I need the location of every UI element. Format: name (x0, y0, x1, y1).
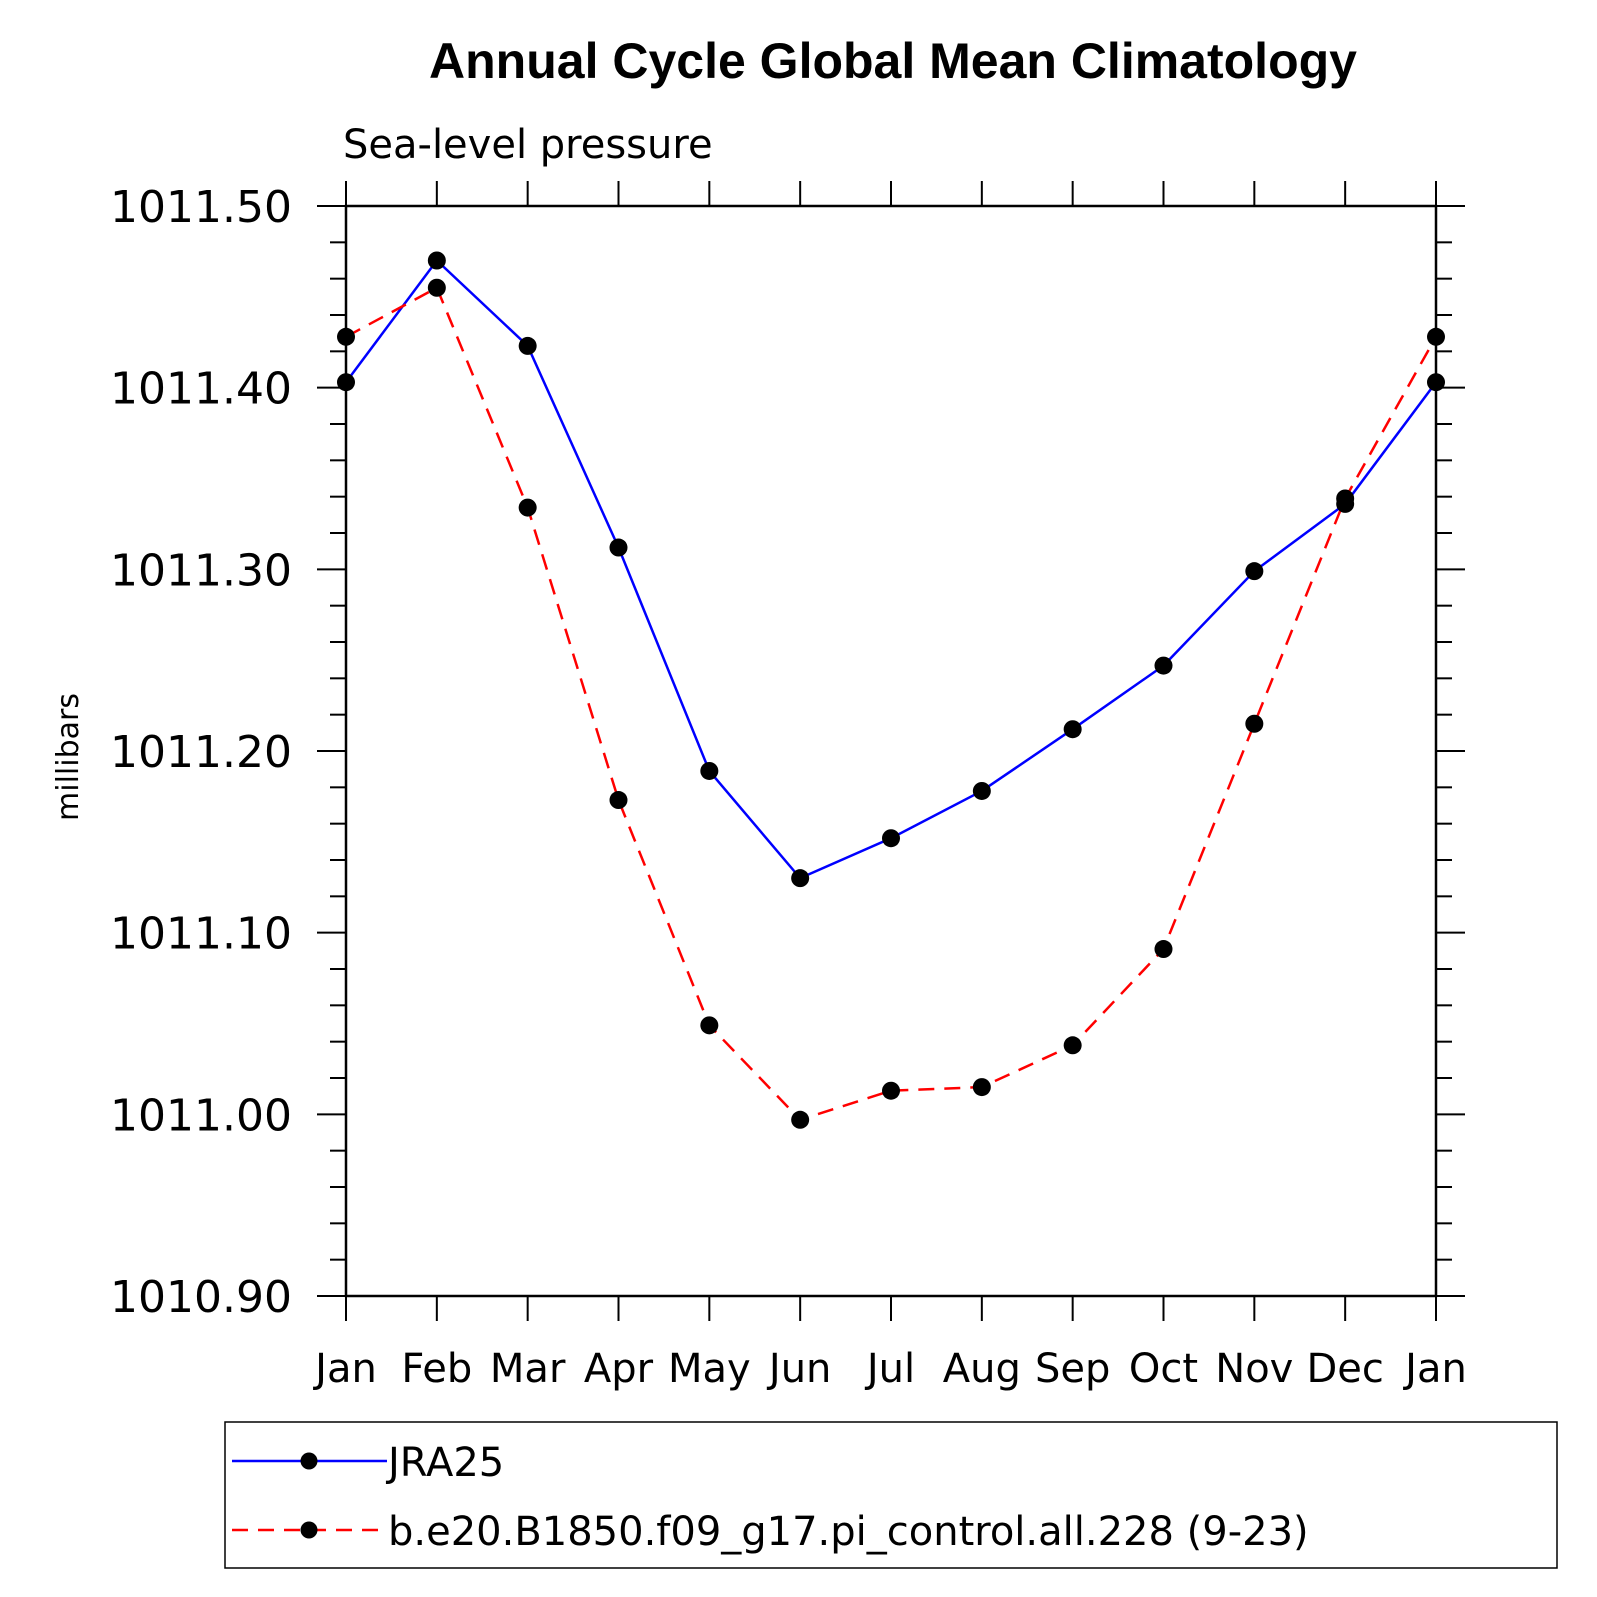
legend-marker-control (300, 1521, 318, 1539)
y-tick-label: 1011.00 (110, 1090, 292, 1141)
data-point-1 (1154, 940, 1173, 959)
data-point-0 (427, 251, 446, 270)
x-tick-label: Sep (1035, 1346, 1110, 1392)
x-tick-label: Dec (1306, 1346, 1383, 1392)
data-point-0 (972, 781, 991, 800)
x-tick-label: Jun (766, 1346, 832, 1392)
data-point-0 (1427, 373, 1445, 392)
data-point-1 (1336, 489, 1355, 508)
data-point-1 (882, 1081, 900, 1100)
legend-label-control: b.e20.B1850.f09_g17.pi_control.all.228 (… (388, 1509, 1309, 1555)
data-point-1 (972, 1078, 991, 1097)
data-point-1 (1245, 714, 1264, 733)
series-line-1 (345, 285, 1438, 1122)
x-tick-label: May (668, 1346, 751, 1392)
legend: JRA25 b.e20.B1850.f09_g17.pi_control.all… (224, 1421, 1558, 1569)
x-ticks (345, 181, 1437, 1321)
data-point-1 (1427, 327, 1445, 346)
data-point-0 (518, 336, 537, 355)
series-lines (344, 258, 1438, 1122)
y-axis-label: millibars (51, 693, 86, 821)
x-tick-label: Mar (490, 1346, 566, 1392)
legend-label-jra25: JRA25 (385, 1440, 504, 1486)
y-tick-label: 1011.10 (110, 909, 292, 960)
chart-title: Annual Cycle Global Mean Climatology (429, 33, 1357, 89)
plot-frame (344, 204, 1438, 1298)
data-point-0 (1245, 562, 1264, 581)
data-point-0 (1063, 720, 1082, 739)
y-tick-label: 1011.30 (110, 545, 292, 596)
x-tick-label: Jul (864, 1346, 915, 1392)
y-ticks (317, 205, 1465, 1297)
x-tick-label: Nov (1215, 1346, 1293, 1392)
data-point-1 (1063, 1036, 1082, 1055)
data-point-1 (791, 1110, 810, 1129)
series-points (337, 251, 1445, 1129)
x-tick-label: Jan (1402, 1346, 1467, 1392)
data-point-0 (700, 761, 719, 780)
data-point-1 (609, 791, 628, 810)
legend-marker-jra25 (300, 1452, 318, 1470)
data-point-1 (518, 498, 537, 517)
x-tick-label: Apr (584, 1346, 654, 1392)
chart-subtitle: Sea-level pressure (343, 122, 713, 168)
data-point-1 (700, 1016, 719, 1035)
data-point-1 (337, 327, 355, 346)
data-point-1 (427, 278, 446, 297)
x-tick-label: Feb (401, 1346, 472, 1392)
data-point-0 (1154, 656, 1173, 675)
x-tick-label: Aug (943, 1346, 1021, 1392)
y-tick-label: 1011.20 (110, 727, 292, 778)
legend-box (224, 1421, 1558, 1569)
y-tick-labels: 1010.90 1011.00 1011.10 1011.20 1011.30 1011.… (110, 182, 292, 1323)
x-tick-label: Jan (312, 1346, 377, 1392)
data-point-0 (337, 373, 355, 392)
data-point-0 (609, 538, 628, 557)
x-tick-labels: Jan Feb Mar Apr May Jun Jul Aug Sep Oct Nov Dec Jan (312, 1346, 1467, 1392)
y-tick-label: 1011.50 (110, 182, 292, 233)
y-tick-label: 1010.90 (110, 1272, 292, 1323)
y-tick-label: 1011.40 (110, 364, 292, 415)
x-tick-label: Oct (1129, 1346, 1198, 1392)
series-line-0 (344, 258, 1438, 880)
data-point-0 (882, 829, 900, 848)
data-point-0 (791, 869, 810, 888)
